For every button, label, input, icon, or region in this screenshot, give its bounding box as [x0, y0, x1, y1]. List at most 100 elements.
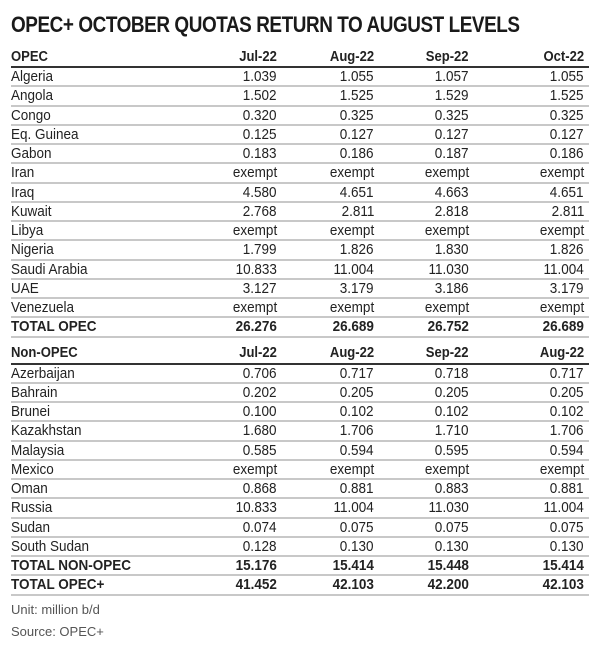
- table-row: Kazakhstan 1.680 1.706 1.710 1.706: [11, 422, 589, 442]
- row-label: Azerbaijan: [11, 365, 211, 382]
- cell-text: OPEC: [11, 48, 48, 65]
- cell-text: Bahrain: [11, 383, 58, 401]
- cell-value: exempt: [277, 222, 374, 239]
- cell-value: 0.186: [469, 145, 584, 162]
- cell-value: 0.881: [469, 480, 584, 497]
- cell-value: exempt: [469, 164, 584, 181]
- cell-value: 1.502: [211, 87, 277, 104]
- cell-value: 1.830: [374, 241, 469, 258]
- cell-value: 2.818: [374, 203, 469, 220]
- cell-text: 2.811: [341, 202, 374, 220]
- cell-value: 4.651: [469, 184, 584, 201]
- cell-text: 2.768: [243, 202, 277, 220]
- cell-text: exempt: [424, 164, 469, 182]
- cell-text: 1.706: [340, 422, 374, 440]
- cell-text: 0.706: [243, 364, 277, 382]
- cell-text: 0.205: [340, 383, 374, 401]
- cell-value: 3.127: [211, 280, 277, 297]
- table-row: Malaysia 0.585 0.594 0.595 0.594: [11, 442, 589, 461]
- cell-text: Congo: [11, 106, 51, 124]
- row-label: Kuwait: [11, 203, 211, 220]
- cell-text: Aug-22: [539, 345, 584, 361]
- cell-text: 0.325: [550, 106, 584, 124]
- cell-value: 0.100: [211, 403, 277, 420]
- cell-text: 1.055: [340, 68, 374, 86]
- cell-text: 0.075: [435, 518, 469, 536]
- cell-value: 11.004: [277, 499, 374, 516]
- cell-text: 0.205: [435, 383, 469, 401]
- cell-text: exempt: [424, 222, 469, 240]
- cell-text: Saudi Arabia: [11, 260, 88, 278]
- cell-value: 0.075: [469, 519, 584, 536]
- cell-text: 11.004: [333, 499, 374, 517]
- cell-text: 0.127: [435, 125, 469, 143]
- table-row: Eq. Guinea 0.125 0.127 0.127 0.127: [11, 126, 589, 145]
- cell-text: 15.448: [427, 557, 469, 575]
- total-row: TOTAL OPEC 26.276 26.689 26.752 26.689: [11, 318, 589, 338]
- table-row: Brunei 0.100 0.102 0.102 0.102: [11, 403, 589, 423]
- cell-text: 26.689: [332, 318, 374, 336]
- cell-text: 0.075: [340, 518, 374, 536]
- cell-value: 15.414: [469, 557, 584, 574]
- cell-text: 3.179: [340, 279, 374, 297]
- cell-text: 0.102: [550, 403, 584, 421]
- cell-text: Iraq: [11, 183, 35, 201]
- cell-value: 1.529: [374, 87, 469, 104]
- cell-value: 0.325: [374, 107, 469, 124]
- cell-text: Kazakhstan: [11, 422, 82, 440]
- cell-text: Aug-22: [329, 48, 374, 65]
- cell-value: 1.039: [211, 68, 277, 85]
- cell-text: 15.414: [542, 557, 584, 575]
- cell-text: 1.680: [243, 422, 277, 440]
- table-row: South Sudan 0.128 0.130 0.130 0.130: [11, 538, 589, 557]
- cell-text: exempt: [232, 222, 277, 240]
- cell-text: 0.868: [243, 480, 277, 498]
- cell-text: 11.004: [543, 260, 584, 278]
- row-label: OPEC: [11, 49, 211, 65]
- cell-value: Aug-22: [277, 345, 374, 361]
- cell-value: 0.594: [277, 442, 374, 459]
- cell-text: 0.320: [243, 106, 277, 124]
- row-label: Malaysia: [11, 442, 211, 459]
- cell-text: 11.004: [333, 260, 374, 278]
- cell-text: 0.130: [340, 537, 374, 555]
- row-label: TOTAL OPEC+: [11, 576, 211, 593]
- cell-value: 0.595: [374, 442, 469, 459]
- cell-text: 0.075: [550, 518, 584, 536]
- cell-value: 0.183: [211, 145, 277, 162]
- cell-value: 0.130: [277, 538, 374, 555]
- cell-text: 0.183: [243, 145, 277, 163]
- table-title: OPEC+ OCTOBER QUOTAS RETURN TO AUGUST LE…: [11, 12, 520, 37]
- cell-value: 0.127: [374, 126, 469, 143]
- total-row: TOTAL OPEC+ 41.452 42.103 42.200 42.103: [11, 576, 589, 596]
- cell-text: 0.881: [550, 480, 584, 498]
- cell-value: 0.585: [211, 442, 277, 459]
- cell-value: exempt: [211, 461, 277, 478]
- cell-value: exempt: [211, 222, 277, 239]
- cell-text: Oct-22: [543, 48, 584, 65]
- cell-text: 0.717: [550, 364, 584, 382]
- quota-table: OPEC Jul-22 Aug-22 Sep-22 Oct-22 Algeria 1.039…: [11, 47, 589, 596]
- cell-value: 1.826: [469, 241, 584, 258]
- row-label: Venezuela: [11, 299, 211, 316]
- table-row: Angola 1.502 1.525 1.529 1.525: [11, 87, 589, 107]
- cell-text: 2.818: [435, 202, 469, 220]
- cell-value: 0.102: [374, 403, 469, 420]
- row-label: Gabon: [11, 145, 211, 162]
- cell-value: Aug-22: [469, 345, 584, 361]
- cell-value: 11.004: [469, 261, 584, 278]
- cell-text: 1.525: [550, 87, 584, 105]
- cell-text: 0.718: [435, 364, 469, 382]
- cell-text: 41.452: [235, 576, 277, 594]
- cell-value: 10.833: [211, 261, 277, 278]
- cell-value: exempt: [374, 164, 469, 181]
- table-row: Congo 0.320 0.325 0.325 0.325: [11, 107, 589, 126]
- cell-text: exempt: [424, 460, 469, 478]
- cell-value: 0.883: [374, 480, 469, 497]
- cell-value: 10.833: [211, 499, 277, 516]
- cell-text: Sudan: [11, 518, 51, 536]
- cell-text: Algeria: [11, 68, 54, 86]
- cell-text: 0.585: [243, 441, 277, 459]
- cell-value: 26.276: [211, 318, 277, 335]
- cell-text: 0.074: [243, 518, 277, 536]
